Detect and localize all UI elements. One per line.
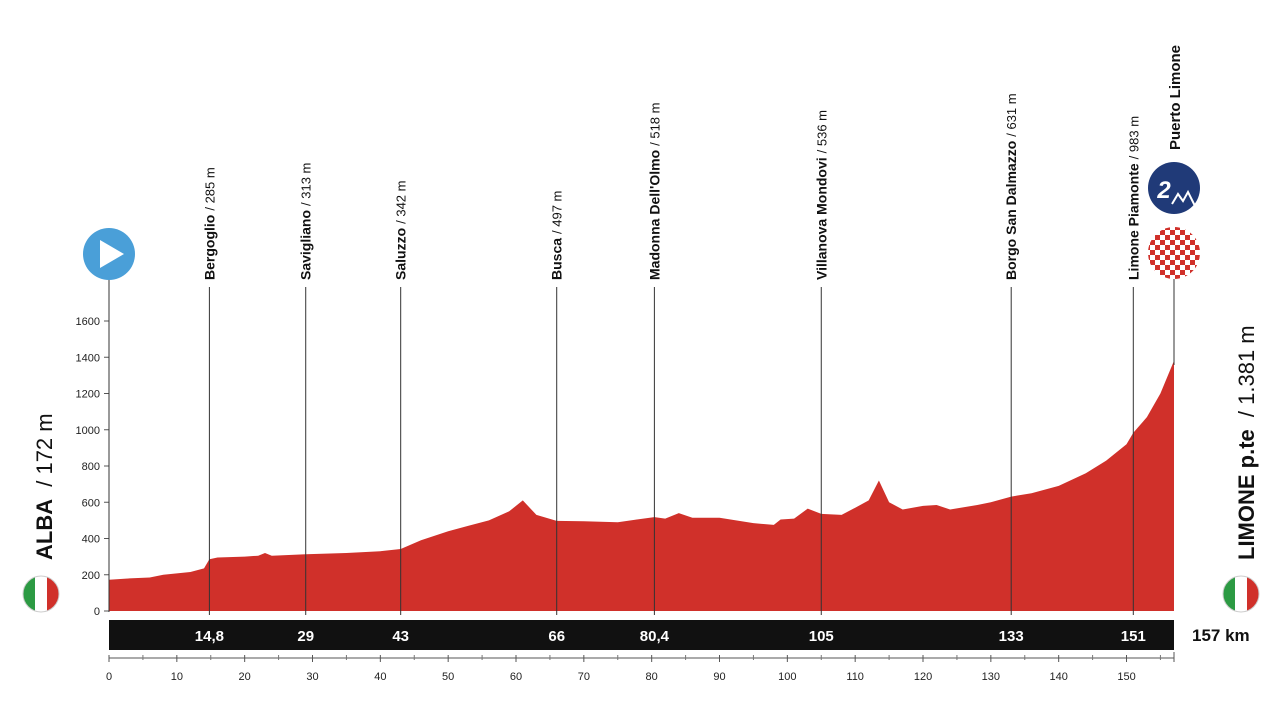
finish-label: LIMONE p.te / 1.381 m [1234, 325, 1259, 560]
waypoint-km-label: 133 [999, 628, 1024, 645]
climb-category-number: 2 [1156, 177, 1171, 204]
y-tick-label: 200 [82, 570, 100, 582]
waypoint-label: Borgo San Dalmazzo / 631 m [1003, 93, 1019, 280]
waypoint-name: Bergoglio [201, 215, 217, 280]
y-tick-label: 600 [82, 497, 100, 509]
waypoint-altitude: / 518 m [647, 103, 662, 146]
waypoint-altitude: / 313 m [299, 163, 314, 206]
waypoint-label: Limone Piamonte / 983 m [1125, 116, 1141, 280]
waypoint-km-label: 66 [548, 628, 565, 645]
x-tick-label: 100 [778, 671, 796, 683]
x-tick-label: 150 [1117, 671, 1135, 683]
x-tick-label: 70 [578, 671, 590, 683]
x-tick-label: 130 [982, 671, 1000, 683]
waypoint-km-label: 151 [1121, 628, 1146, 645]
y-tick-label: 1600 [76, 316, 100, 328]
y-tick-label: 0 [94, 606, 100, 618]
climb-name: Puerto Limone [1167, 45, 1184, 150]
x-tick-label: 0 [106, 671, 112, 683]
x-tick-label: 60 [510, 671, 522, 683]
start-altitude: / 172 m [32, 413, 57, 486]
km-bar-labels: 14,8 29 43 66 80,4 105 133 151 [195, 628, 1146, 645]
waypoint-name: Busca [549, 238, 565, 280]
waypoint-km-label: 80,4 [640, 628, 670, 645]
waypoint-km-label: 43 [392, 628, 409, 645]
waypoint-altitude: / 285 m [202, 167, 217, 210]
waypoint-label: Saluzzo / 342 m [393, 181, 409, 280]
x-tick-label: 30 [306, 671, 318, 683]
waypoint-altitude: / 342 m [394, 181, 409, 224]
waypoint-altitude: / 983 m [1126, 116, 1141, 159]
x-tick-label: 110 [846, 671, 864, 683]
x-tick-label: 40 [374, 671, 386, 683]
finish-italy-flag-icon [1222, 575, 1260, 613]
start-play-icon [83, 228, 135, 280]
waypoint-label: Busca / 497 m [549, 191, 565, 280]
waypoint-name: Borgo San Dalmazzo [1003, 141, 1019, 280]
x-tick-label: 10 [171, 671, 183, 683]
y-tick-label: 1000 [76, 425, 100, 437]
x-tick-label: 20 [239, 671, 251, 683]
waypoint-name: Madonna Dell'Olmo [646, 150, 662, 280]
start-town-name: ALBA [32, 499, 57, 560]
y-tick-label: 1400 [76, 352, 100, 364]
waypoint-km-label: 29 [297, 628, 314, 645]
waypoint-name: Villanova Mondovi [813, 157, 829, 280]
x-axis: 0 10 20 30 40 50 60 70 80 90 100 110 120 130 140 150 [106, 652, 1175, 683]
waypoint-name: Limone Piamonte [1125, 163, 1141, 280]
y-tick-label: 400 [82, 534, 100, 546]
y-tick-label: 1200 [76, 389, 100, 401]
x-tick-label: 80 [646, 671, 658, 683]
waypoint-km-label: 105 [809, 628, 834, 645]
waypoint-label: Madonna Dell'Olmo / 518 m [646, 103, 662, 280]
x-tick-label: 50 [442, 671, 454, 683]
y-tick-label: 800 [82, 461, 100, 473]
total-km-label: 157 km [1192, 626, 1250, 645]
x-tick-label: 140 [1050, 671, 1068, 683]
waypoint-label: Villanova Mondovi / 536 m [813, 110, 829, 280]
x-tick-label: 120 [914, 671, 932, 683]
x-tick-label: 90 [713, 671, 725, 683]
waypoint-markers: Bergoglio / 285 m Savigliano / 313 m Saluzzo… [201, 93, 1141, 615]
finish-altitude: / 1.381 m [1234, 325, 1259, 417]
start-italy-flag-icon [22, 575, 60, 613]
start-label: ALBA / 172 m [32, 413, 57, 560]
waypoint-altitude: / 497 m [550, 191, 565, 234]
elevation-profile-area [109, 360, 1174, 611]
climb-category-badge-icon: 2 [1148, 162, 1200, 214]
waypoint-name: Saluzzo [393, 228, 409, 280]
y-axis: 0 200 400 600 800 1000 1200 1400 1600 [76, 315, 110, 618]
waypoint-label: Bergoglio / 285 m [201, 167, 217, 280]
waypoint-km-label: 14,8 [195, 628, 224, 645]
waypoint-name: Savigliano [298, 210, 314, 280]
finish-town-name: LIMONE p.te [1234, 429, 1259, 560]
km-bar [109, 620, 1174, 650]
waypoint-label: Savigliano / 313 m [298, 163, 314, 280]
waypoint-altitude: / 536 m [814, 110, 829, 153]
waypoint-altitude: / 631 m [1004, 93, 1019, 136]
finish-checkered-flag-icon [1148, 227, 1200, 279]
